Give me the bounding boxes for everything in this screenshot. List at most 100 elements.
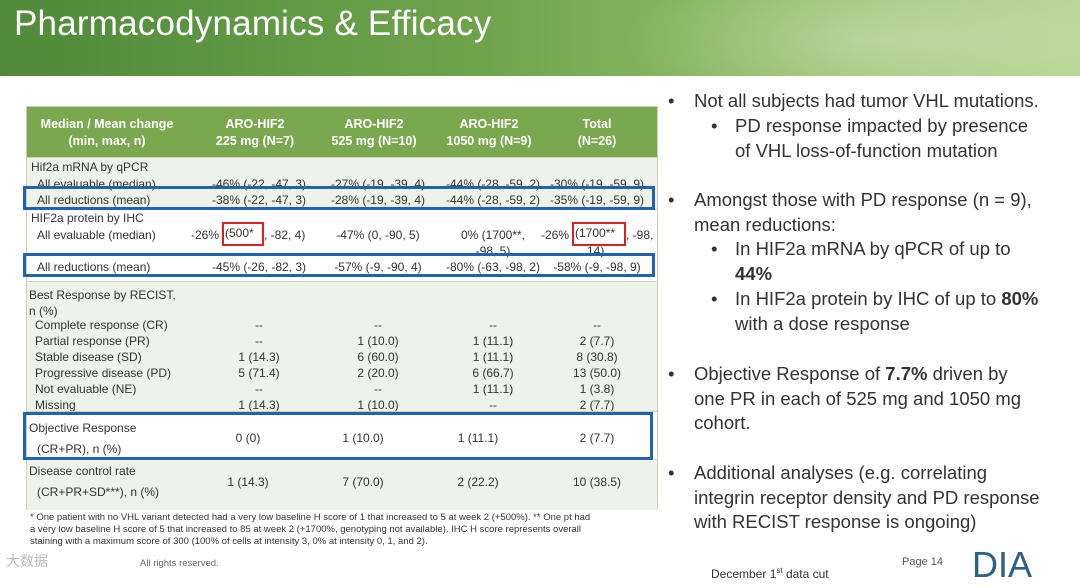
subbullet-protein-text: In HIF2a protein by IHC of up to <box>735 288 1002 309</box>
protein-evaluable-total-rest: , -98, <box>626 228 654 242</box>
recist-cell-525: 2 (20.0) <box>357 366 399 380</box>
header-total: Total (N=26) <box>542 116 652 150</box>
subbullet-protein-line2: with a dose response <box>735 312 910 334</box>
header-225mg-line2: 225 mg (N=7) <box>215 134 295 148</box>
bullet-dot: • <box>711 115 718 136</box>
header-measure-line2: (min, max, n) <box>68 134 146 148</box>
protein-evaluable-225-median: -26% <box>191 228 220 242</box>
objective-225: 0 (0) <box>235 431 261 445</box>
protein-reductions-225: -45% (-26, -82, 3) <box>211 260 307 274</box>
recist-title-line1: Best Response by RECIST, <box>29 288 176 302</box>
subbullet-mrna-value: 44% <box>735 262 773 284</box>
recist-row-label: Stable disease (SD) <box>35 350 142 364</box>
recist-cell-525: 1 (10.0) <box>357 398 399 412</box>
recist-cell-225: -- <box>255 334 263 348</box>
recist-cell-total: 1 (3.8) <box>579 382 615 396</box>
bullet-vhl-text: Not all subjects had tumor VHL mutations… <box>694 90 1039 111</box>
bullet-objective-response: • Objective Response of 7.7% driven by o… <box>668 362 1022 436</box>
table-footnote: * One patient with no VHL variant detect… <box>30 512 660 548</box>
recist-cell-1050: -- <box>489 398 497 412</box>
protein-reductions-label: All reductions (mean) <box>37 260 151 274</box>
table-header: Median / Mean change (min, max, n) ARO-H… <box>27 107 657 157</box>
subbullet-mrna: • In HIF2a mRNA by qPCR of up to 44% <box>711 237 1011 286</box>
bullet-vhl: • Not all subjects had tumor VHL mutatio… <box>668 89 1039 114</box>
copyright: All rights reserved. <box>140 558 219 569</box>
dcr-label-line1: Disease control rate <box>29 464 136 478</box>
protein-evaluable-total-median: -26% <box>541 228 570 242</box>
bullet-aa-line1: Additional analyses (e.g. correlating <box>694 462 988 483</box>
bullet-or-line2: one PR in each of 525 mg and 1050 mg <box>694 387 1022 409</box>
bullet-dot: • <box>668 189 675 210</box>
recist-row-label: Complete response (CR) <box>35 318 168 332</box>
recist-cell-225: -- <box>255 318 263 332</box>
subbullet-mrna-text: In HIF2a mRNA by qPCR of up to <box>735 238 1011 259</box>
bullet-dot: • <box>668 363 675 384</box>
recist-cell-225: 5 (71.4) <box>238 366 280 380</box>
header-1050mg-line1: ARO-HIF2 <box>459 117 519 131</box>
recist-cell-total: -- <box>593 318 601 332</box>
objective-1050: 1 (11.1) <box>457 431 499 445</box>
protein-reductions-total: -58% (-9, -98, 9) <box>553 260 641 274</box>
protein-section <box>27 209 657 282</box>
dcr-525: 7 (70.0) <box>342 475 384 489</box>
mrna-reductions-225: -38% (-22, -47, 3) <box>211 193 307 207</box>
protein-evaluable-label: All evaluable (median) <box>37 228 156 242</box>
recist-cell-225: -- <box>255 382 263 396</box>
recist-row-label: Not evaluable (NE) <box>35 382 137 396</box>
title-banner: Pharmacodynamics & Efficacy <box>0 0 1080 76</box>
data-cut-label: December 1st data cut <box>711 566 829 581</box>
mrna-reductions-label: All reductions (mean) <box>37 193 151 207</box>
bullet-dot: • <box>711 238 718 259</box>
red-highlight-1700 <box>572 222 626 246</box>
header-1050mg: ARO-HIF2 1050 mg (N=9) <box>429 116 549 150</box>
recist-cell-525: -- <box>374 382 382 396</box>
bullet-or-value: 7.7% <box>885 363 928 384</box>
dcr-total: 10 (38.5) <box>572 475 622 489</box>
header-measure-line1: Median / Mean change <box>40 117 174 131</box>
mrna-reductions-525: -28% (-19, -39, 4) <box>330 193 426 207</box>
mrna-title: Hif2a mRNA by qPCR <box>31 160 149 174</box>
protein-evaluable-1050-line1: 0% (1700**, <box>460 228 526 242</box>
protein-reductions-1050: -80% (-63, -98, 2) <box>445 260 541 274</box>
objective-label-line2: (CR+PR), n (%) <box>37 442 122 456</box>
header-measure: Median / Mean change (min, max, n) <box>27 116 187 150</box>
recist-cell-1050: 6 (66.7) <box>472 366 514 380</box>
bullet-aa-line2: integrin receptor density and PD respons… <box>694 486 1040 508</box>
footnote-line1: * One patient with no VHL variant detect… <box>30 512 591 523</box>
header-225mg-line1: ARO-HIF2 <box>225 117 285 131</box>
mrna-reductions-total: -35% (-19, -59, 9) <box>549 193 645 207</box>
recist-cell-total: 13 (50.0) <box>572 366 622 380</box>
dcr-225: 1 (14.3) <box>227 475 269 489</box>
highlight-mrna-reductions <box>23 186 655 210</box>
bullet-dot: • <box>668 462 675 483</box>
footnote-line2: a very low baseline H score of 5 that in… <box>30 524 582 535</box>
bullet-or-text: Objective Response of <box>694 363 886 384</box>
recist-title-line2: n (%) <box>29 304 58 318</box>
recist-cell-525: -- <box>374 318 382 332</box>
bullet-dot: • <box>711 288 718 309</box>
bullet-dot: • <box>668 90 675 111</box>
protein-evaluable-225-min: (500* <box>225 226 254 240</box>
footnote-line3: staining with a maximum score of 300 (10… <box>30 536 428 547</box>
highlight-protein-reductions <box>23 253 655 277</box>
dcr-1050: 2 (22.2) <box>457 475 499 489</box>
recist-cell-total: 2 (7.7) <box>579 334 615 348</box>
dia-logo-text: DIA <box>972 544 1032 582</box>
objective-525: 1 (10.0) <box>342 431 384 445</box>
data-cut-date: December 1 <box>711 567 777 581</box>
data-cut-suffix: st <box>776 566 783 575</box>
recist-row-label: Progressive disease (PD) <box>35 366 172 380</box>
bullet-pd-line1: Amongst those with PD response (n = 9), <box>694 189 1032 210</box>
header-225mg: ARO-HIF2 225 mg (N=7) <box>200 116 310 150</box>
recist-row-label: Missing <box>35 398 76 412</box>
dia-logo: DIA <box>972 544 1042 585</box>
watermark: 大数据 <box>6 553 48 569</box>
header-1050mg-line2: 1050 mg (N=9) <box>446 134 532 148</box>
objective-label-line1: Objective Response <box>29 421 137 435</box>
dcr-label-line2: (CR+PR+SD***), n (%) <box>37 485 160 499</box>
recist-cell-225: 1 (14.3) <box>238 398 280 412</box>
header-total-line1: Total <box>582 117 612 131</box>
dia-logo-icon: DIA <box>972 544 1032 585</box>
recist-cell-1050: 1 (11.1) <box>472 382 514 396</box>
recist-row-label: Partial response (PR) <box>35 334 150 348</box>
